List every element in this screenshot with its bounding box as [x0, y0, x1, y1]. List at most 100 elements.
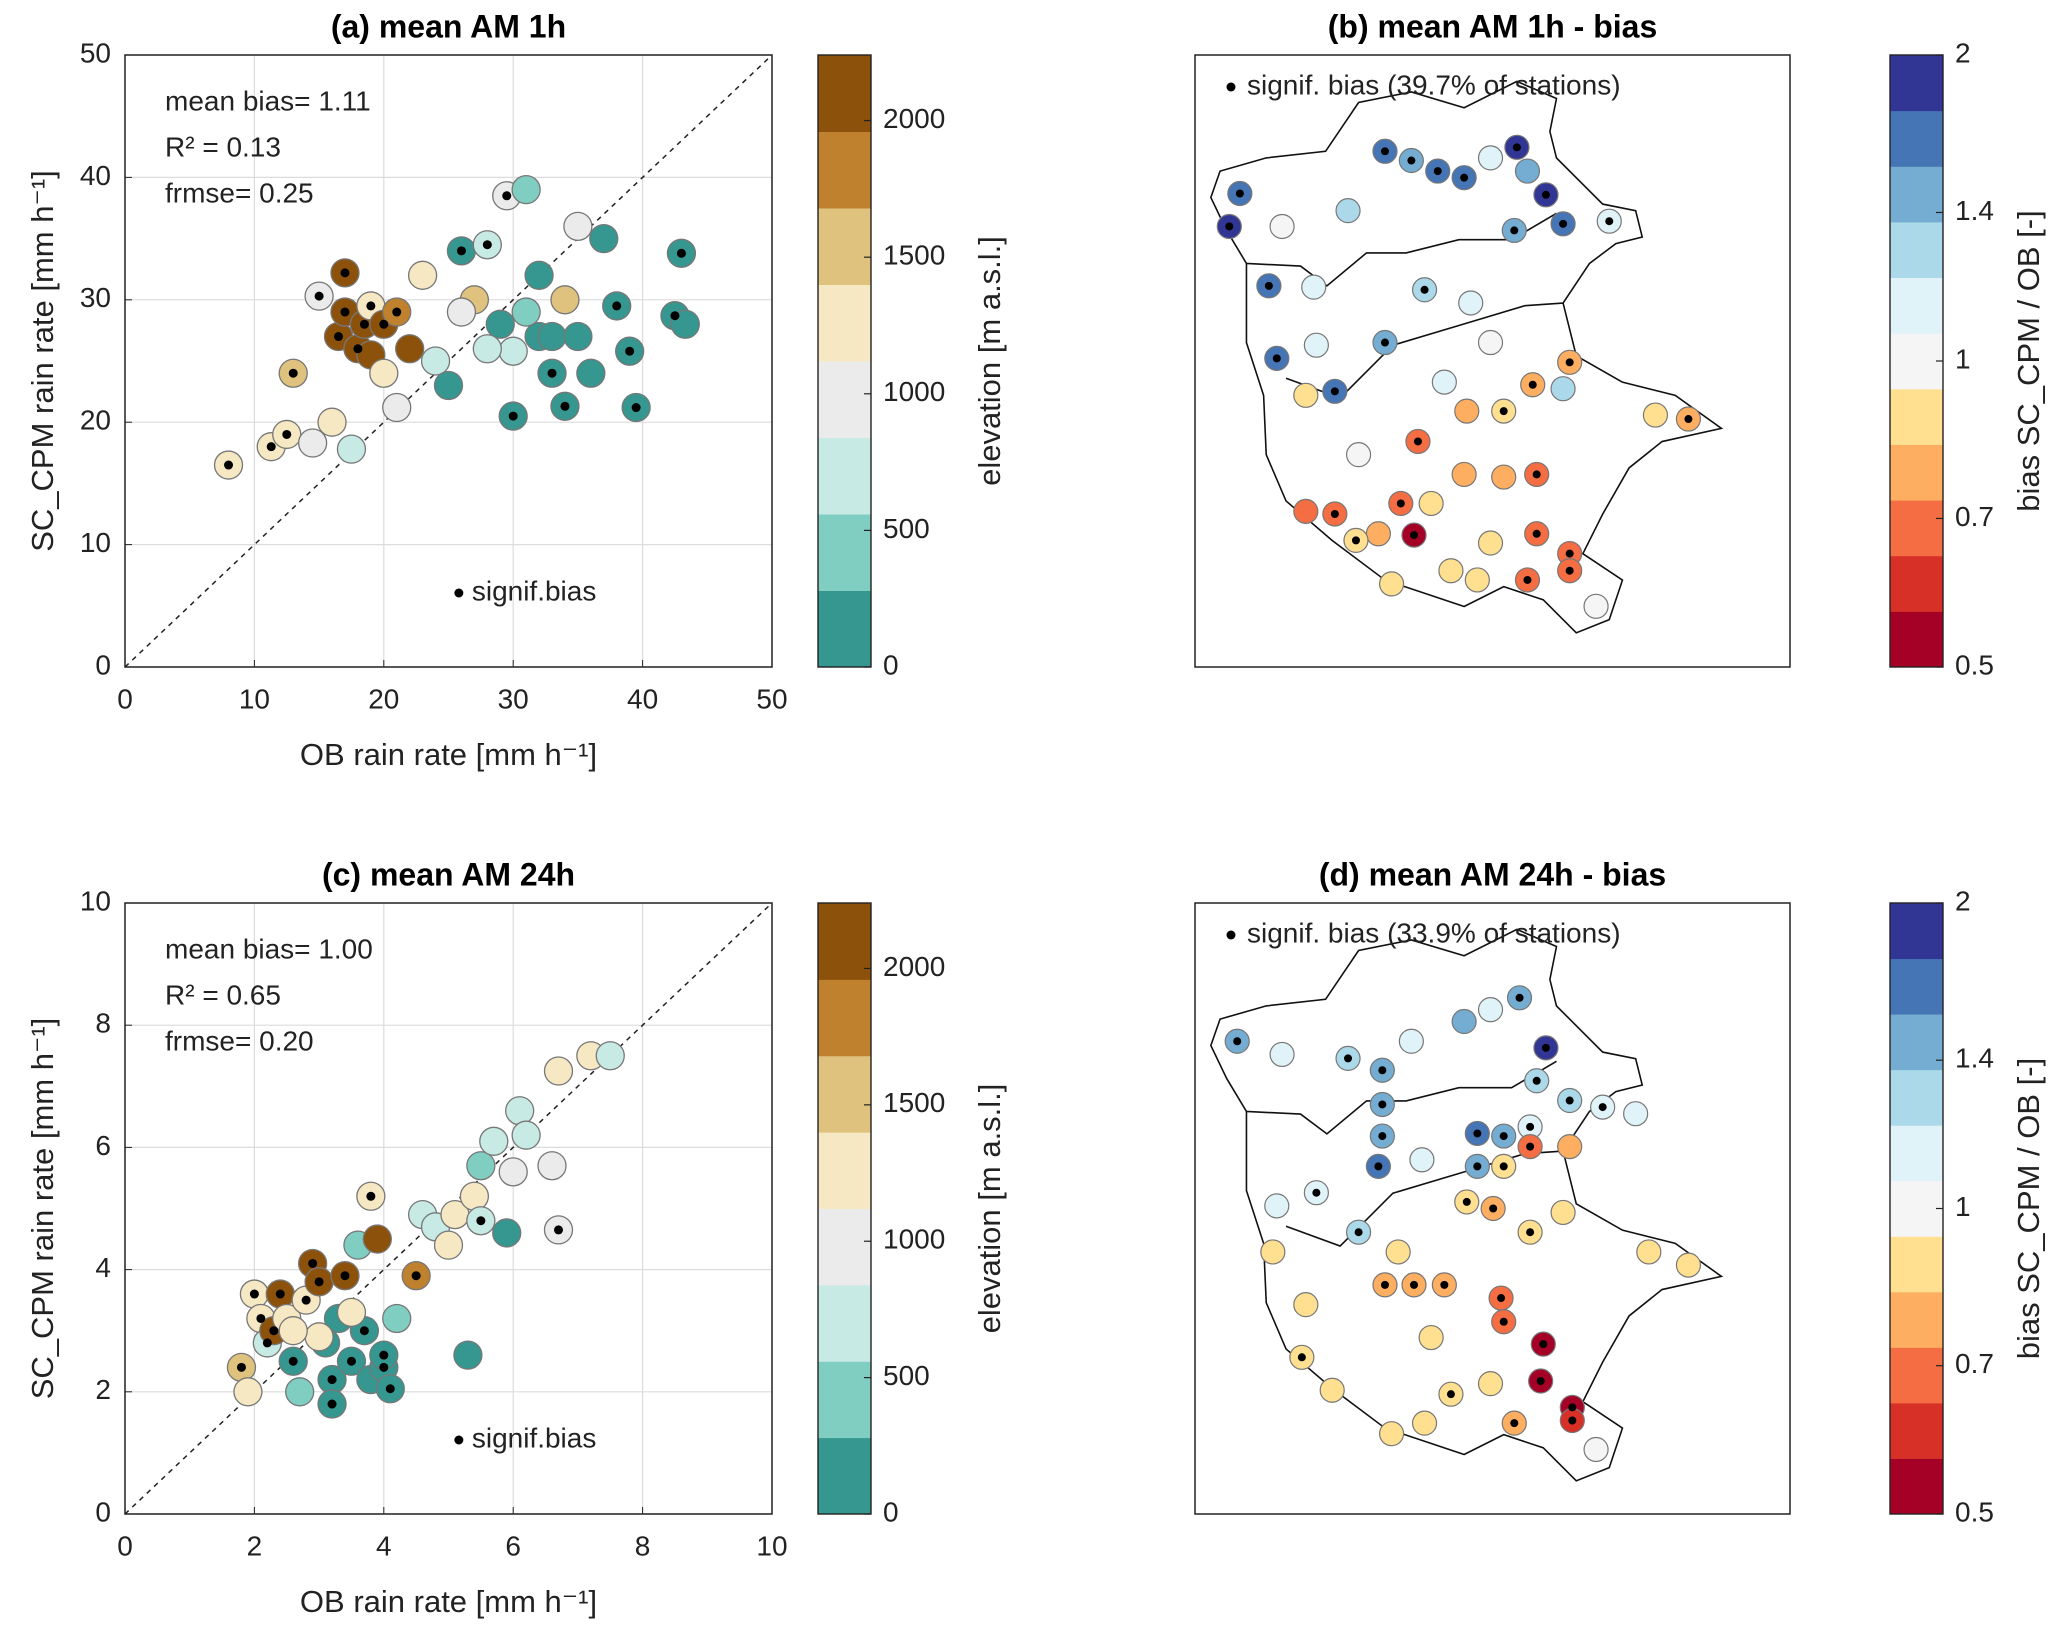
- y-tick-label: 30: [80, 282, 111, 313]
- x-tick-label: 20: [368, 683, 399, 714]
- legend-label: signif.bias: [472, 1422, 597, 1453]
- station: [1293, 498, 1319, 524]
- colorbar-band: [1890, 1402, 1943, 1459]
- point: [589, 223, 619, 254]
- annotation: mean bias= 1.11: [165, 85, 371, 116]
- x-tick-label: 2: [247, 1530, 263, 1561]
- y-tick-label: 40: [80, 160, 111, 191]
- colorbar-tick-label: 0.5: [1955, 1496, 1994, 1527]
- station: [1491, 464, 1517, 490]
- colorbar-band: [1890, 1125, 1943, 1182]
- signif-dot: [346, 1356, 356, 1366]
- colorbar-band: [1890, 611, 1943, 668]
- signif-dot: [1272, 354, 1281, 363]
- signif-dot: [327, 1375, 337, 1385]
- signif-dot: [1473, 1129, 1482, 1138]
- y-tick-label: 8: [95, 1008, 111, 1039]
- station: [1477, 1371, 1504, 1397]
- signif-dot: [1526, 1122, 1535, 1131]
- colorbar-band: [818, 131, 871, 209]
- signif-dot: [1380, 1280, 1389, 1289]
- signif-dot: [560, 401, 570, 411]
- station: [1319, 1377, 1345, 1403]
- signif-dot: [1354, 1228, 1363, 1237]
- colorbar-band: [818, 514, 871, 591]
- station: [1260, 1239, 1286, 1265]
- colorbar-band: [1890, 958, 1943, 1015]
- signif-dot: [502, 191, 512, 201]
- signif-dot: [411, 1271, 421, 1281]
- signif-dot: [301, 1295, 311, 1305]
- colorbar-band: [1890, 1069, 1943, 1126]
- signif-dot: [1565, 358, 1574, 367]
- station: [1385, 1239, 1411, 1265]
- point: [537, 1151, 567, 1181]
- signif-dot: [1374, 1162, 1383, 1171]
- point: [472, 334, 502, 364]
- point: [511, 174, 541, 205]
- y-tick-label: 20: [80, 405, 111, 436]
- colorbar-tick-label: 0: [883, 649, 899, 680]
- signif-dot: [1510, 1419, 1519, 1428]
- station: [1303, 332, 1329, 358]
- colorbar-tick-label: 0.7: [1955, 501, 1994, 532]
- signif-dot: [1526, 1228, 1535, 1237]
- station: [1583, 593, 1609, 619]
- station: [1477, 329, 1504, 356]
- signif-dot: [1407, 156, 1416, 165]
- colorbar-band: [818, 590, 871, 668]
- y-tick-label: 2: [95, 1374, 111, 1405]
- point: [382, 1303, 412, 1334]
- colorbar-band: [818, 1361, 871, 1439]
- signif-dot: [392, 307, 402, 317]
- colorbar-band: [1890, 277, 1943, 334]
- colorbar-band: [818, 1437, 871, 1515]
- colorbar-band: [1890, 166, 1943, 223]
- station: [1418, 490, 1444, 517]
- point: [304, 1322, 334, 1352]
- colorbar-tick-label: 1.4: [1955, 1043, 1994, 1074]
- signif-dot: [1568, 1416, 1577, 1425]
- station: [1642, 402, 1669, 428]
- signif-dot: [1396, 499, 1405, 508]
- point: [524, 260, 554, 290]
- signif-dot: [1235, 189, 1244, 198]
- colorbar-tick-label: 0.7: [1955, 1348, 1994, 1379]
- signif-dot: [340, 268, 350, 278]
- annotation: frmse= 0.25: [165, 177, 314, 208]
- point: [336, 1297, 367, 1328]
- colorbar-tick-label: 1500: [883, 240, 945, 271]
- point: [576, 358, 606, 388]
- signif-dot: [1499, 407, 1508, 416]
- point: [537, 321, 567, 352]
- point: [505, 1096, 535, 1126]
- signif-dot: [359, 319, 369, 329]
- annotation: mean bias= 1.00: [165, 933, 373, 964]
- station: [1345, 442, 1372, 468]
- signif-dot: [1344, 1054, 1353, 1063]
- station: [1636, 1239, 1662, 1265]
- signif-dot: [1330, 510, 1339, 518]
- signif-dot: [1512, 143, 1521, 152]
- station: [1477, 145, 1504, 171]
- station: [1438, 558, 1464, 584]
- colorbar-band: [818, 361, 871, 438]
- signif-dot: [256, 1313, 266, 1323]
- signif-dot: [1541, 190, 1550, 199]
- colorbar-tick-label: 1: [1955, 1191, 1971, 1222]
- x-tick-label: 8: [635, 1530, 651, 1561]
- annotation: R² = 0.13: [165, 131, 281, 162]
- station: [1418, 1324, 1444, 1351]
- signif-dot: [308, 1258, 318, 1268]
- station: [1365, 521, 1391, 547]
- colorbar-label: elevation [m a.s.l.]: [972, 236, 1007, 486]
- signif-dot: [1536, 1377, 1545, 1386]
- colorbar-tick-label: 500: [883, 513, 930, 544]
- colorbar-band: [1890, 500, 1943, 557]
- signif-dot: [327, 1399, 337, 1409]
- station: [1398, 1028, 1424, 1054]
- colorbar-band: [1890, 555, 1943, 612]
- station: [1378, 1421, 1405, 1447]
- colorbar-band: [818, 284, 871, 362]
